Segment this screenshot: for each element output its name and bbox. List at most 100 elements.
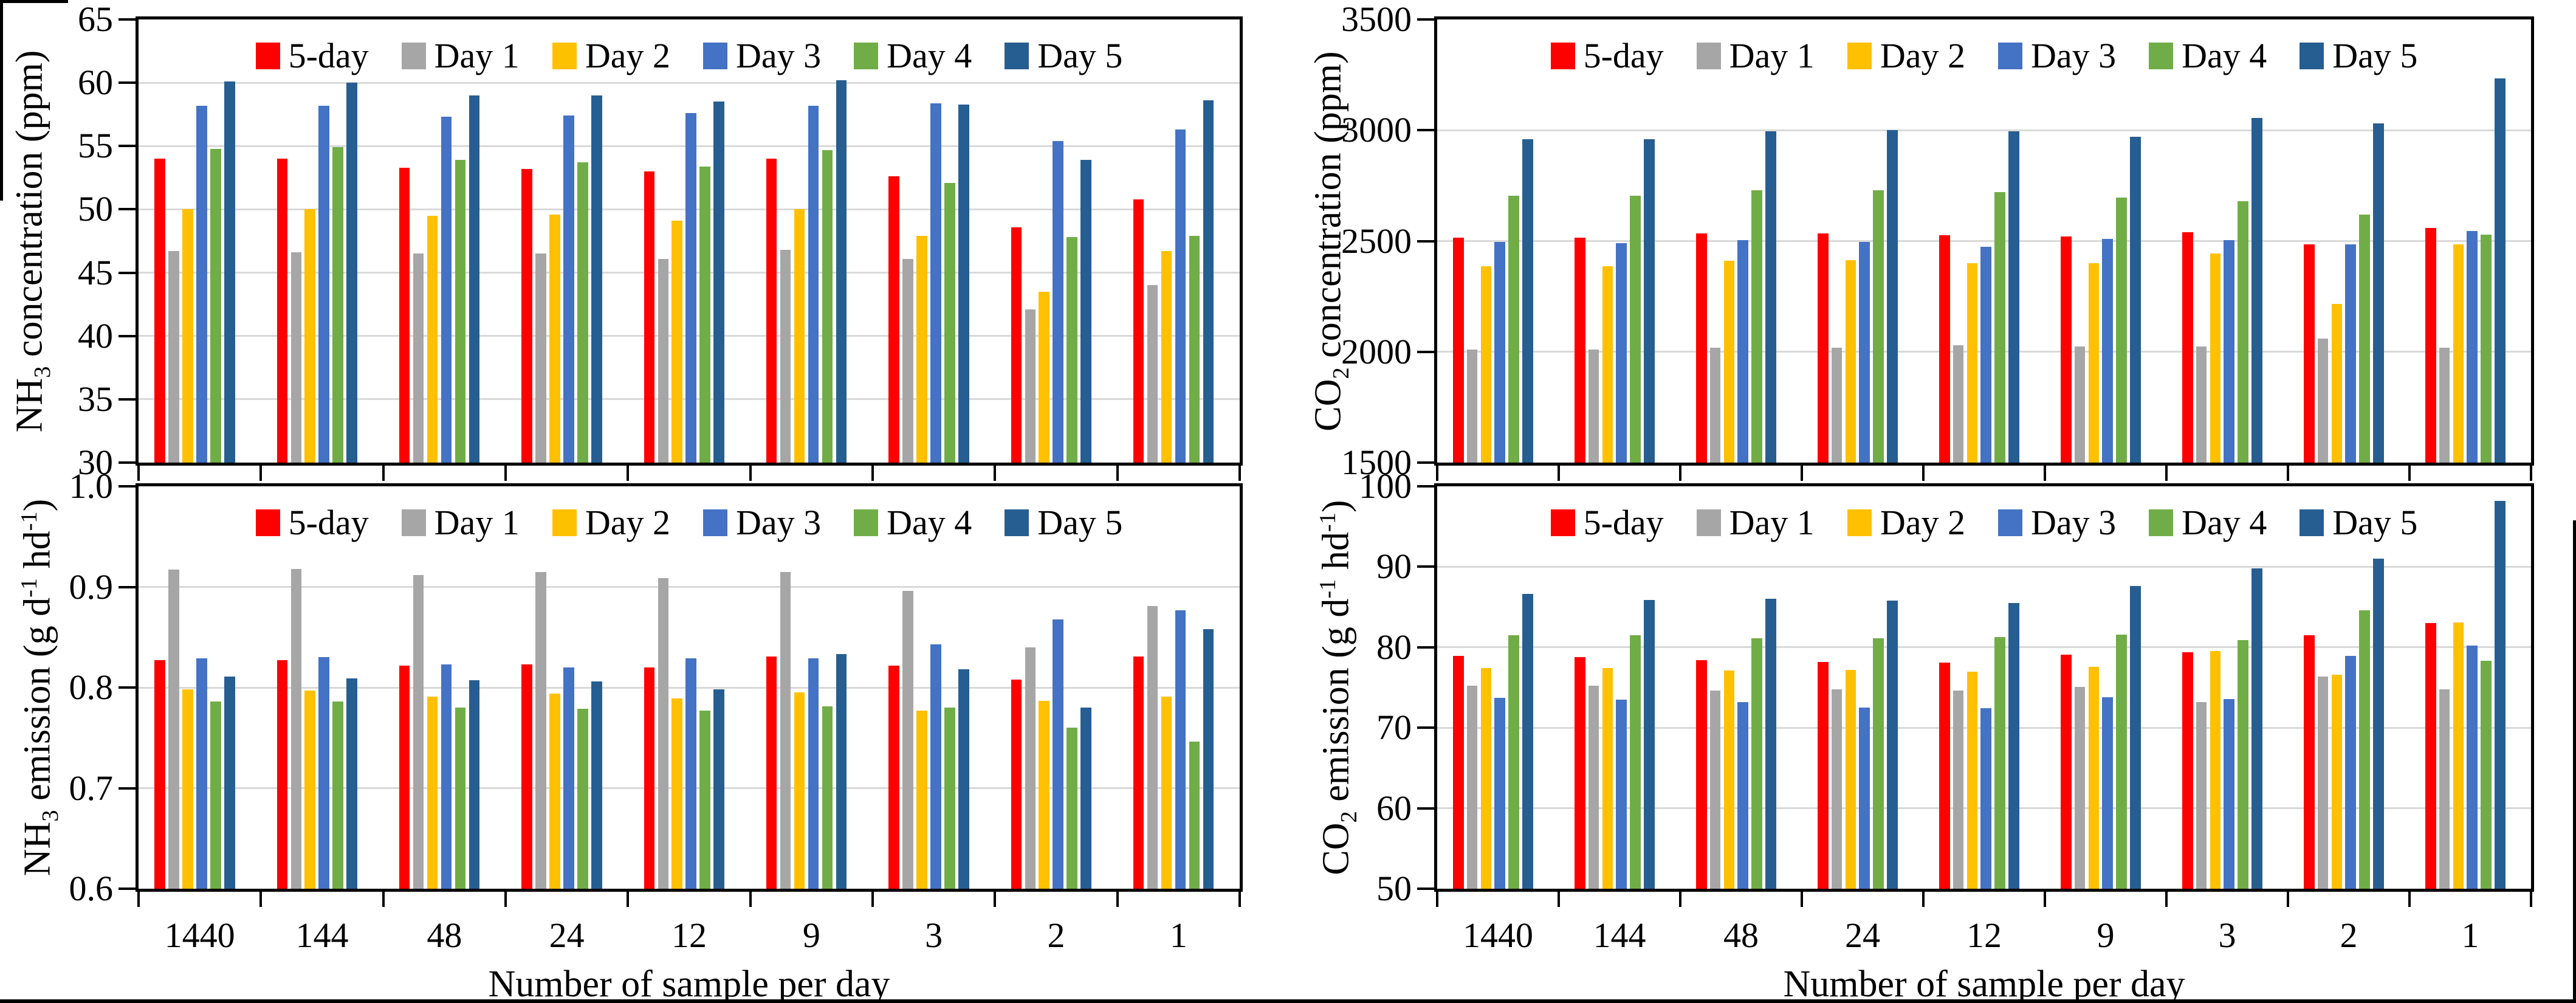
x-tick-mark (137, 889, 140, 907)
bar-day2 (671, 698, 683, 889)
bar-day4 (210, 701, 221, 889)
x-tick-mark (871, 889, 874, 907)
bar-5-day (521, 664, 532, 889)
bar-day5 (1522, 139, 1533, 463)
legend-item-day5: Day 5 (1005, 502, 1122, 543)
legend-label: Day 5 (2332, 36, 2418, 75)
bar-day2 (2210, 253, 2221, 463)
crop-artifact-bottom-border (0, 999, 2576, 1003)
bar-day4 (2238, 201, 2248, 463)
y-tick-mark (1417, 129, 1435, 132)
legend-swatch (401, 42, 426, 69)
bar-day5 (1080, 160, 1091, 463)
bar-day2 (427, 215, 438, 463)
legend: 5-day Day 1 Day 2 Day 3 Day 4 Day 5 (139, 502, 1240, 543)
legend-swatch (255, 509, 280, 536)
bar-day2 (1845, 260, 1856, 463)
bar-day4 (1066, 237, 1077, 463)
x-tick-mark (2287, 889, 2289, 907)
x-axis-title: Number of sample per day (488, 963, 890, 1003)
x-tick-mark (2165, 889, 2168, 907)
bar-day1 (413, 253, 424, 463)
legend-swatch (552, 42, 577, 69)
bar-5-day (276, 660, 288, 889)
bar-5-day (766, 656, 777, 889)
x-tick-mark (382, 463, 385, 481)
bar-day3 (1616, 243, 1627, 463)
bar-day2 (304, 691, 316, 889)
x-tick-mark (1238, 463, 1241, 481)
x-tick-mark (1558, 463, 1560, 481)
bar-day1 (1466, 350, 1478, 463)
bar-5-day (644, 667, 655, 889)
legend-item-day4: Day 4 (2149, 35, 2267, 76)
legend: 5-day Day 1 Day 2 Day 3 Day 4 Day 5 (1437, 35, 2531, 76)
legend-label: Day 1 (1729, 503, 1815, 542)
bar-day3 (1175, 129, 1186, 463)
y-axis-title: CO2 emission (g d-1 hd-1) (1315, 500, 1362, 875)
bar-day2 (794, 209, 805, 463)
bar-day1 (1147, 285, 1158, 463)
legend-item-day4: Day 4 (854, 35, 972, 76)
bar-5-day (1818, 233, 1829, 463)
bar-day1 (168, 251, 179, 463)
y-tick-label: 35 (78, 379, 113, 419)
x-tick-mark (1116, 889, 1119, 907)
bar-5-day (766, 159, 777, 463)
x-tick-mark (1679, 889, 1681, 907)
legend-item-day2: Day 2 (552, 35, 670, 76)
x-tick-label: 9 (802, 915, 820, 955)
bar-5-day (1011, 227, 1022, 463)
plot-area-co2-emission (1437, 486, 2531, 889)
bar-day4 (1508, 195, 1519, 463)
bar-day5 (1203, 629, 1214, 889)
bar-day4 (210, 148, 221, 463)
legend-label: Day 3 (2030, 36, 2117, 75)
y-tick-mark (118, 145, 137, 148)
bar-day3 (685, 113, 697, 463)
bar-5-day (2061, 654, 2072, 889)
bar-day5 (2373, 123, 2384, 463)
x-tick-mark (1238, 889, 1241, 907)
bar-day2 (1723, 670, 1735, 889)
legend-label: Day 1 (434, 36, 520, 75)
bar-day5 (2251, 118, 2262, 463)
bar-5-day (399, 167, 410, 463)
bar-day5 (958, 104, 969, 463)
legend: 5-day Day 1 Day 2 Day 3 Day 4 Day 5 (139, 35, 1240, 76)
bar-day3 (1053, 619, 1064, 889)
bar-day2 (2088, 263, 2100, 463)
bar-day5 (224, 676, 235, 889)
bar-day4 (1873, 638, 1884, 889)
crop-artifact-top-border (0, 0, 68, 3)
y-tick-label: 30 (78, 443, 113, 482)
plot-area-co2-concentration (1437, 19, 2531, 463)
bar-5-day (1011, 679, 1022, 889)
y-tick-mark (1417, 807, 1435, 810)
bar-day5 (2373, 559, 2384, 889)
x-tick-mark (1436, 463, 1438, 481)
x-tick-mark (2530, 889, 2532, 907)
bar-day5 (1080, 708, 1091, 889)
bar-5-day (2061, 236, 2072, 463)
bar-day4 (2116, 198, 2127, 463)
legend-item-day5: Day 5 (1005, 35, 1122, 76)
bar-day5 (1644, 599, 1655, 889)
legend-swatch (1997, 42, 2022, 69)
bar-day4 (1994, 636, 2005, 889)
bar-day3 (2102, 238, 2113, 463)
y-tick-label: 45 (78, 252, 113, 292)
bar-5-day (2425, 227, 2436, 463)
bar-day4 (2359, 610, 2370, 889)
bar-day1 (902, 591, 913, 889)
legend-swatch (1696, 42, 1721, 69)
bar-day3 (441, 664, 452, 889)
bar-day3 (1494, 242, 1505, 463)
bar-day2 (1602, 266, 1613, 463)
legend-label: Day 3 (735, 36, 822, 75)
legend-swatch (1696, 509, 1721, 536)
y-tick-mark (118, 334, 137, 337)
bar-day1 (1953, 691, 1964, 889)
bar-day5 (1887, 130, 1898, 463)
bar-day4 (1630, 195, 1641, 463)
